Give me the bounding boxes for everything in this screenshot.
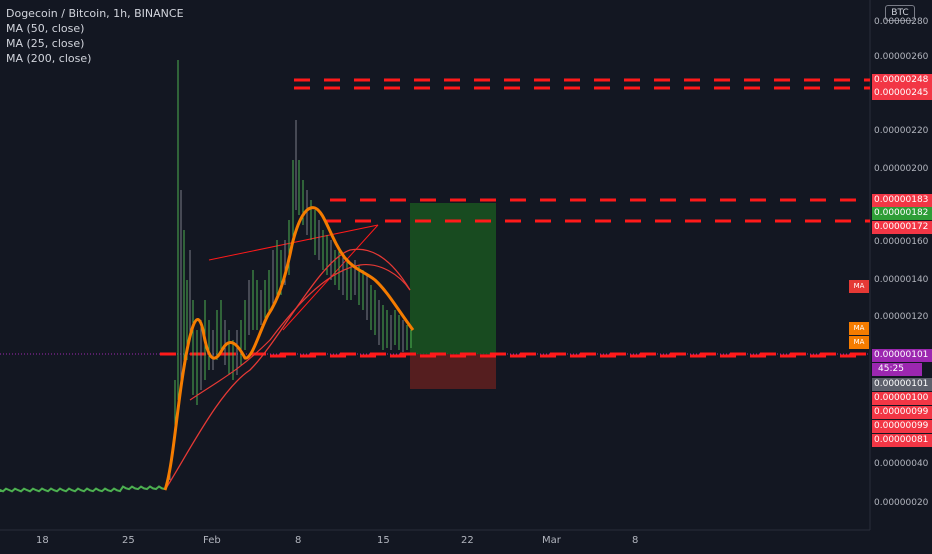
price-axis-tick: 0.00000220 [874,126,929,136]
price-series-flat [0,485,166,493]
level-price-tag: 0.00000100 [872,392,932,405]
level-price-tag: 0.00000081 [872,434,932,447]
indicator-ma25-label[interactable]: MA (25, close) [6,37,85,50]
price-axis-tick: 0.00000120 [874,312,929,322]
level-price-tag: 0.00000099 [872,406,932,419]
price-axis-tick: 0.00000040 [874,459,929,469]
level-price-tag: 0.00000248 [872,74,932,87]
ma-value-tag: MA [849,280,869,293]
price-axis-tick: 0.00000260 [874,52,929,62]
candle-countdown: 45:25 [872,363,922,376]
ma-value-tag: MA [849,336,869,349]
chart-legend: Dogecoin / Bitcoin, 1h, BINANCE MA (50, … [6,6,184,66]
time-axis-tick: Mar [542,535,561,546]
time-axis[interactable]: 18 25 Feb 8 15 22 Mar 8 [0,530,870,550]
time-axis-tick: 8 [632,535,639,546]
indicator-ma50-label[interactable]: MA (50, close) [6,22,85,35]
time-axis-tick: 22 [461,535,474,546]
time-axis-tick: 18 [36,535,49,546]
ma50-line [189,263,411,401]
time-axis-tick: 15 [377,535,390,546]
last-price-tag: 0.00000101 [872,378,932,391]
level-price-tag: 0.00000183 [872,194,932,207]
price-axis-tick: 0.00000280 [874,17,929,27]
time-axis-tick: 25 [122,535,135,546]
time-axis-tick: Feb [203,535,221,546]
price-axis-tick: 0.00000200 [874,164,929,174]
currency-badge[interactable]: BTC [885,5,915,21]
level-price-tag: 0.00000245 [872,87,932,100]
indicator-ma200-label[interactable]: MA (200, close) [6,52,92,65]
level-price-tag: 0.00000172 [872,221,932,234]
current-price-tag: 0.00000101 [872,349,932,362]
position-loss-zone [410,354,496,389]
target-price-tag: 0.00000182 [872,207,932,220]
ma-value-tag: MA [849,322,869,335]
ma25-line [163,206,415,491]
time-axis-tick: 8 [295,535,302,546]
level-price-tag: 0.00000099 [872,420,932,433]
price-axis-tick: 0.00000140 [874,275,929,285]
position-profit-zone [410,203,496,354]
ma200-line [164,248,411,491]
price-axis-tick: 0.00000160 [874,237,929,247]
symbol-title[interactable]: Dogecoin / Bitcoin, 1h, BINANCE [6,7,184,20]
price-axis-tick: 0.00000020 [874,498,929,508]
